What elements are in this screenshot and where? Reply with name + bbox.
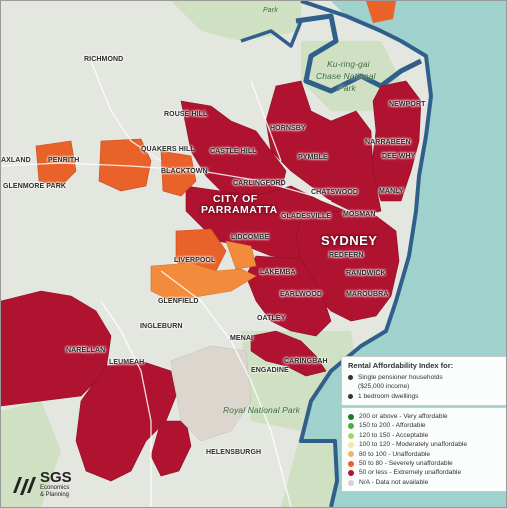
place-label: ROUSE HILL bbox=[164, 111, 208, 118]
city-label: PARRAMATTA bbox=[201, 204, 278, 216]
place-label: MANLY bbox=[379, 188, 404, 195]
place-label: PENRITH bbox=[48, 157, 80, 164]
place-label: GLENFIELD bbox=[158, 298, 199, 305]
sgs-logo-text: SGS Economics & Planning bbox=[40, 469, 72, 499]
legend-swatch bbox=[348, 423, 354, 430]
hawkesbury-shore bbox=[240, 20, 303, 48]
place-label: INGLEBURN bbox=[140, 323, 183, 330]
place-label: QUAKERS HILL bbox=[141, 146, 195, 153]
place-label: CASTLE HILL bbox=[210, 148, 257, 155]
coastline bbox=[299, 1, 433, 507]
place-label: AXLAND bbox=[1, 157, 31, 164]
legend-item: N/A - Data not available bbox=[348, 478, 506, 487]
legend-info-line: Single pensioner households bbox=[348, 373, 506, 382]
place-label: ENGADINE bbox=[251, 367, 289, 374]
broken-bay-shore bbox=[295, 13, 423, 94]
bullet-icon bbox=[348, 375, 353, 381]
extreme-regions bbox=[1, 80, 422, 482]
legend-swatch bbox=[348, 460, 354, 467]
legend-item: 80 to 100 - Unaffordable bbox=[348, 450, 506, 459]
legend-item-label: 50 or less - Extremely unaffordable bbox=[359, 469, 462, 477]
city-label: SYDNEY bbox=[321, 233, 378, 248]
place-label: RANDWICK bbox=[346, 270, 386, 277]
severe-regions bbox=[35, 138, 227, 277]
logo-line: & Planning bbox=[40, 492, 70, 498]
park-label: Royal National Park bbox=[223, 405, 301, 415]
legend-info-title: Rental Affordability Index for: bbox=[348, 361, 454, 370]
place-label: MENAI bbox=[230, 335, 254, 342]
place-label: LAKEMBA bbox=[260, 269, 296, 276]
legend-item: 120 to 150 - Acceptable bbox=[348, 431, 506, 440]
place-label: CARLINGFORD bbox=[233, 180, 286, 187]
place-label: REDFERN bbox=[329, 252, 364, 259]
legend-item-label: 80 to 100 - Unaffordable bbox=[359, 450, 430, 458]
legend-swatch bbox=[348, 470, 354, 477]
unaffordable-regions bbox=[150, 240, 257, 302]
legend-item: 50 to 80 - Severely unaffordable bbox=[348, 459, 506, 468]
legend-item-label: 50 to 80 - Severely unaffordable bbox=[359, 460, 453, 468]
place-label: NARELLAN bbox=[66, 347, 106, 354]
place-label: NEWPORT bbox=[389, 101, 426, 108]
place-label: RICHMOND bbox=[84, 56, 124, 63]
legend-swatch bbox=[348, 432, 354, 439]
park-label: Chase National bbox=[316, 71, 376, 81]
legend-item-label: 200 or above - Very affordable bbox=[359, 413, 448, 420]
place-label: HELENSBURGH bbox=[206, 449, 262, 456]
place-label: HORNSBY bbox=[270, 125, 306, 132]
place-label: GLADESVILLE bbox=[281, 213, 332, 220]
legend-info: Rental Affordability Index for: Single p… bbox=[341, 356, 506, 407]
legend-items: 200 or above - Very affordable 150 to 200… bbox=[348, 412, 506, 487]
legend-info-line: 1 bedroom dwellings bbox=[348, 392, 506, 401]
roads bbox=[1, 60, 332, 507]
place-label: LEUMEAH bbox=[109, 359, 145, 366]
place-label: LIDCOMBE bbox=[231, 234, 270, 241]
place-label: GLENMORE PARK bbox=[3, 183, 67, 190]
logo-line: Economics bbox=[40, 485, 70, 491]
legend-item: 150 to 200 - Affordable bbox=[348, 421, 506, 430]
place-label: CHATSWOOD bbox=[311, 189, 359, 196]
place-label: MOSMAN bbox=[343, 211, 376, 218]
place-label: Park bbox=[263, 7, 278, 14]
legend-item-label: 100 to 120 - Moderately unaffordable bbox=[359, 441, 468, 449]
place-label: DEE WHY bbox=[382, 153, 416, 160]
place-label: BLACKTOWN bbox=[161, 168, 208, 175]
legend-swatch bbox=[348, 479, 354, 486]
legend-info-line: ($25,000 income) bbox=[358, 383, 410, 391]
bullet-icon bbox=[348, 394, 353, 400]
legend-swatch bbox=[348, 451, 354, 458]
legend-item: 50 or less - Extremely unaffordable bbox=[348, 468, 506, 477]
place-label: OATLEY bbox=[257, 315, 286, 322]
park-label: Ku-ring-gai bbox=[327, 59, 370, 69]
place-label: CARINGBAH bbox=[284, 358, 328, 365]
sgs-logo: SGS Economics & Planning bbox=[11, 469, 72, 499]
place-label: LIVERPOOL bbox=[174, 257, 216, 264]
legend-item: 100 to 120 - Moderately unaffordable bbox=[348, 440, 506, 449]
place-label: NARRABEEN bbox=[365, 139, 411, 146]
na-regions bbox=[170, 345, 252, 442]
logo-name: SGS bbox=[40, 469, 72, 486]
place-label: MAROUBRA bbox=[346, 291, 389, 298]
legend-colors: 200 or above - Very affordable 150 to 200… bbox=[341, 407, 506, 493]
region-top-orange bbox=[366, 1, 396, 23]
city-label: CITY OF bbox=[213, 193, 258, 205]
sgs-logo-icon bbox=[11, 473, 37, 497]
legend-item-label: 150 to 200 - Affordable bbox=[359, 422, 426, 430]
legend-swatch bbox=[348, 413, 354, 420]
legend-item-label: N/A - Data not available bbox=[359, 478, 429, 486]
legend-swatch bbox=[348, 441, 354, 448]
legend-item-label: 120 to 150 - Acceptable bbox=[359, 431, 429, 439]
legend-item: 200 or above - Very affordable bbox=[348, 412, 506, 421]
place-label: EARLWOOD bbox=[280, 291, 323, 298]
place-label: PYMBLE bbox=[298, 154, 328, 161]
park-label: Park bbox=[338, 83, 356, 93]
